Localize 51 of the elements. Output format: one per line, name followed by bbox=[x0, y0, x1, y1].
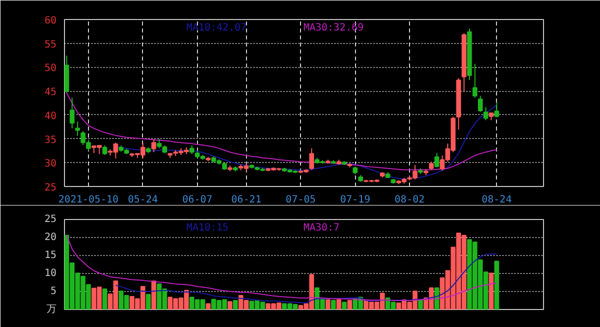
bar bbox=[336, 299, 342, 310]
bar bbox=[326, 299, 330, 310]
candlestick bbox=[102, 144, 108, 156]
text: MA10:42.07 bbox=[186, 22, 247, 34]
line-series bbox=[66, 234, 498, 301]
y-tick-label: 5 bbox=[50, 286, 57, 297]
candlestick bbox=[70, 97, 75, 129]
candlestick bbox=[478, 95, 483, 113]
x-tick-label: 06-21 bbox=[231, 194, 262, 206]
y-tick-label: 25 bbox=[44, 214, 57, 225]
bar bbox=[418, 299, 423, 310]
bar bbox=[206, 303, 211, 310]
text: MA10:15 bbox=[186, 222, 229, 234]
text: MA30:7 bbox=[303, 222, 340, 234]
y-tick-label: 50 bbox=[44, 63, 57, 74]
x-tick-label: 07-19 bbox=[340, 194, 370, 206]
y-tick-label: 万 bbox=[46, 304, 56, 315]
candlestick bbox=[483, 106, 488, 121]
line-series bbox=[115, 254, 498, 304]
x-tick-label: 08-02 bbox=[394, 194, 425, 206]
x-tick-label: 05-24 bbox=[128, 194, 158, 206]
bar bbox=[146, 294, 151, 310]
x-tick-label: 2021-05-10 bbox=[58, 194, 119, 206]
y-tick-label: 60 bbox=[44, 16, 57, 26]
candlestick bbox=[472, 63, 478, 98]
y-tick-label: 45 bbox=[44, 87, 57, 98]
y-tick-label: 25 bbox=[44, 182, 57, 194]
bar bbox=[330, 300, 336, 310]
bar bbox=[347, 300, 352, 310]
y-tick-label: 20 bbox=[44, 232, 57, 243]
candlestick bbox=[309, 148, 314, 170]
candlestick bbox=[75, 121, 80, 136]
y-tick-label: 15 bbox=[44, 250, 57, 261]
y-tick-label: 30 bbox=[44, 158, 57, 170]
candlestick bbox=[151, 138, 156, 153]
bar bbox=[102, 288, 108, 310]
bar bbox=[233, 300, 238, 310]
x-tick-label: 08-24 bbox=[482, 194, 512, 206]
y-tick-label: 10 bbox=[44, 268, 57, 279]
y-tick-label: 40 bbox=[44, 110, 57, 122]
x-tick-label: 07-05 bbox=[286, 194, 316, 206]
text: MA30:32.69 bbox=[303, 22, 364, 34]
y-tick-label: 55 bbox=[44, 39, 57, 50]
y-tick-label: 35 bbox=[44, 134, 57, 146]
bar bbox=[228, 301, 232, 310]
x-tick-label: 06-07 bbox=[182, 194, 212, 206]
bar bbox=[342, 302, 347, 310]
candlestick bbox=[494, 102, 500, 118]
candlestick bbox=[434, 152, 440, 168]
bar bbox=[494, 260, 500, 310]
bar bbox=[488, 272, 494, 310]
